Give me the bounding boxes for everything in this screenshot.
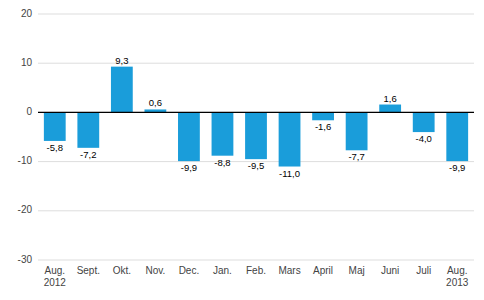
bars (44, 67, 468, 167)
x-tick-label-line: Jan. (213, 265, 232, 276)
y-tick-label: -10 (18, 155, 33, 166)
bar (178, 112, 200, 161)
x-tick-label-line: Juni (381, 265, 399, 276)
bar (77, 112, 99, 147)
x-tick-label-line: Mars (278, 265, 300, 276)
y-axis: -30 -20 -10 0 10 20 (18, 8, 33, 265)
x-tick-label-line: Juli (416, 265, 431, 276)
grid-line (38, 210, 474, 211)
data-label: -7,7 (348, 151, 364, 162)
zero-line (38, 112, 474, 113)
data-label: -8,8 (214, 157, 230, 168)
data-label: 9,3 (115, 55, 128, 66)
x-tick-label-line: Aug. (44, 265, 65, 276)
y-tick-label: 20 (21, 8, 33, 19)
grid-line (38, 63, 474, 64)
y-tick-label: 10 (21, 57, 33, 68)
x-tick-label: Mars (278, 265, 300, 276)
bar (111, 67, 133, 113)
bar (446, 112, 468, 161)
grid-line (38, 14, 474, 15)
x-tick-label-line: Sept. (77, 265, 100, 276)
x-tick-label: Sept. (77, 265, 100, 276)
data-label: -7,2 (80, 149, 96, 160)
data-label: -9,9 (181, 162, 197, 173)
x-axis: Aug.2012Sept.Okt.Nov.Dec.Jan.Feb.MarsApr… (44, 265, 469, 288)
bar (44, 112, 66, 141)
x-tick-label-line: Maj (349, 265, 365, 276)
x-tick-label: Okt. (113, 265, 131, 276)
x-tick-label-line: Nov. (145, 265, 165, 276)
bar (212, 112, 234, 155)
x-tick-label: Aug.2012 (44, 265, 67, 288)
x-tick-label: Aug.2013 (446, 265, 469, 288)
page: {"chart_data": {"type": "bar", "categori… (0, 0, 484, 300)
chart-container: -30 -20 -10 0 10 20 -5,8 -7,2 9,3 0,6 -9,9 -8,8 -9,5… (0, 0, 484, 300)
grid-line (38, 112, 474, 113)
y-tick-label: -20 (18, 204, 33, 215)
x-tick-label: Jan. (213, 265, 232, 276)
data-label: 1,6 (384, 93, 397, 104)
grid-line (38, 260, 474, 261)
x-tick-label-line: Okt. (113, 265, 131, 276)
x-tick-label-line: April (313, 265, 333, 276)
data-labels: -5,8 -7,2 9,3 0,6 -9,9 -8,8 -9,5 -11,0 -1,6 -7,7 1… (47, 55, 466, 179)
data-label: -9,9 (449, 162, 465, 173)
bar (413, 112, 435, 132)
bar (346, 112, 368, 150)
bar (279, 112, 301, 166)
chart: -30 -20 -10 0 10 20 -5,8 -7,2 9,3 0,6 -9,9 -8,8 -9,5… (0, 0, 484, 300)
data-label: -9,5 (248, 160, 264, 171)
x-tick-label: Dec. (179, 265, 200, 276)
data-label: -4,0 (416, 133, 432, 144)
x-tick-label-line: 2013 (446, 277, 469, 288)
x-tick-label: Juni (381, 265, 399, 276)
data-label: 0,6 (149, 97, 162, 108)
y-tick-label: -30 (18, 254, 33, 265)
x-tick-label-line: Aug. (447, 265, 468, 276)
x-tick-label: Juli (416, 265, 431, 276)
x-tick-label: April (313, 265, 333, 276)
bar (312, 112, 334, 120)
x-tick-label-line: 2012 (44, 277, 67, 288)
y-tick-label: 0 (26, 106, 32, 117)
grid (38, 14, 474, 260)
bar (245, 112, 267, 159)
data-label: -1,6 (315, 121, 331, 132)
x-tick-label-line: Feb. (246, 265, 266, 276)
x-tick-label: Nov. (145, 265, 165, 276)
bar (379, 105, 401, 113)
x-tick-label-line: Dec. (179, 265, 200, 276)
data-label: -5,8 (47, 142, 63, 153)
data-label: -11,0 (279, 168, 300, 179)
x-tick-label: Feb. (246, 265, 266, 276)
x-tick-label: Maj (349, 265, 365, 276)
